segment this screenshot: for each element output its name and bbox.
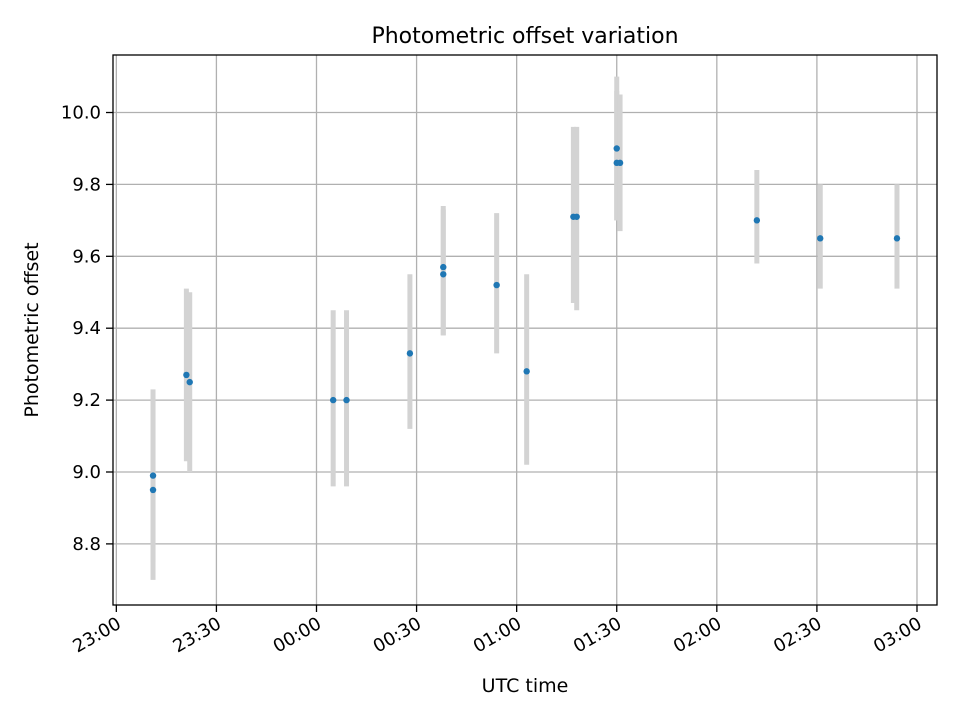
data-point [753,217,761,224]
data-point [493,281,500,289]
y-tick-label: 9.6 [72,246,101,267]
plot-frame [112,54,938,606]
y-tick-label: 10.0 [61,103,101,124]
data-point [523,368,530,375]
data-point [329,396,337,404]
data-point [893,235,901,242]
data-point [616,159,624,167]
chart-title: Photometric offset variation [371,24,678,49]
data-point [817,235,824,242]
y-axis-title: Photometric offset [21,242,43,417]
y-tick-label: 9.0 [72,462,101,483]
x-axis-title: UTC time [482,675,569,697]
data-points [149,145,901,494]
data-point [440,263,447,271]
y-tick-label: 8.8 [72,534,101,555]
y-tick-label: 9.2 [72,390,101,411]
data-point [149,486,157,494]
data-point [573,213,580,220]
data-point [440,271,447,278]
data-point [343,396,350,404]
data-point [183,371,190,379]
data-point [613,145,620,152]
data-point [406,350,414,357]
data-point [149,472,157,479]
data-point [186,378,193,386]
y-tick-label: 9.8 [72,174,101,195]
y-tick-label: 9.4 [72,318,101,339]
